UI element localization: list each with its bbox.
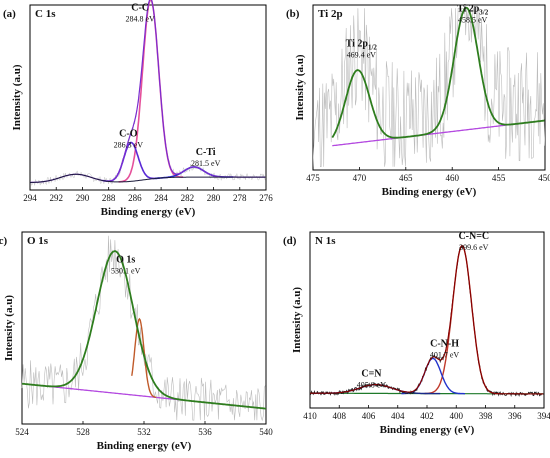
raw-data-line xyxy=(29,0,266,186)
envelope-line xyxy=(310,245,544,395)
peak-value-cti: 281.5 eV xyxy=(191,159,221,168)
x-tick-label: 288 xyxy=(102,193,116,203)
background-line xyxy=(30,173,266,183)
x-tick-label: 406 xyxy=(362,411,376,421)
peak-value-ti: 469.4 eV xyxy=(347,50,377,59)
raw-data-line xyxy=(21,235,266,422)
plot-frame xyxy=(21,231,267,425)
panel-b: 475 470 465 460 455 450 Binding energy (eV) Int… xyxy=(286,4,550,198)
panel-label: (b) xyxy=(286,8,300,20)
peak-label-n: C-N-H xyxy=(430,338,459,349)
x-tick-label: 394 xyxy=(537,411,550,421)
x-tick-label: 532 xyxy=(137,427,151,437)
peak-value-n: 399.6 eV xyxy=(459,243,489,252)
panel-title: N 1s xyxy=(315,235,336,247)
plot-frame xyxy=(29,4,267,191)
fit-line xyxy=(21,250,266,410)
x-tick-label: 475 xyxy=(306,173,320,183)
fit-line xyxy=(331,6,545,139)
fit-component-1 xyxy=(401,357,465,395)
peak-value-co: 286.3 eV xyxy=(114,140,144,149)
y-axis-label: Intensity (a.u) xyxy=(294,54,306,120)
x-tick-label: 528 xyxy=(76,427,90,437)
y-axis-label: Intensity (a.u) xyxy=(291,287,303,353)
peak-label-n: C-N=C xyxy=(458,231,489,242)
peak-label-co: C-O xyxy=(119,128,138,139)
panel-title: Ti 2p xyxy=(318,8,343,20)
x-tick-label: 276 xyxy=(259,193,273,203)
panel-title: C 1s xyxy=(35,8,56,20)
x-tick-label: 280 xyxy=(207,193,221,203)
x-tick-label: 294 xyxy=(23,193,37,203)
raw-data-line xyxy=(313,7,545,167)
x-tick-label: 540 xyxy=(259,427,273,437)
x-tick-label: 286 xyxy=(128,193,142,203)
x-axis-label: Binding energy (eV) xyxy=(380,424,475,436)
fit-component xyxy=(131,317,157,398)
x-axis-label: Binding energy (eV) xyxy=(97,440,192,452)
peak-label-o: O 1s xyxy=(116,255,135,266)
panel-label: (d) xyxy=(283,235,297,247)
x-tick-label: 278 xyxy=(233,193,247,203)
panel-d: 410 408 406 404 402 400 398 396 394 Binding energ… xyxy=(283,231,550,436)
plot-frame xyxy=(309,231,545,409)
panel-label: (a) xyxy=(3,8,16,20)
fit-component-0 xyxy=(424,245,501,395)
fit-component-0 xyxy=(118,0,184,183)
x-tick-label: 408 xyxy=(333,411,347,421)
raw-data-line xyxy=(309,244,544,397)
panel-a: 294 292 290 288 286 284 282 280 278 276 Binding en… xyxy=(3,0,273,218)
x-tick-label: 455 xyxy=(492,173,506,183)
peak-value-o: 530.1 eV xyxy=(111,267,141,276)
peak-value-n: 401.7 eV xyxy=(430,350,460,359)
plot-area xyxy=(313,6,545,167)
peak-label-cti: C-Ti xyxy=(196,147,216,158)
peak-value-cc: 284.8 eV xyxy=(125,15,155,24)
x-tick-label: 460 xyxy=(445,173,459,183)
x-tick-label: 410 xyxy=(303,411,317,421)
x-tick-label: 470 xyxy=(353,173,367,183)
panel-label: (c) xyxy=(0,235,8,247)
peak-value-ti: 458.5 eV xyxy=(458,16,488,25)
x-tick-label: 524 xyxy=(15,427,29,437)
x-tick-label: 536 xyxy=(198,427,212,437)
peak-label-n: C=N xyxy=(361,368,382,379)
x-axis-label: Binding energy (eV) xyxy=(101,206,196,218)
panel-c: 524 528 532 536 540 Binding energy (eV) Intens… xyxy=(0,231,273,452)
envelope-line xyxy=(30,0,266,184)
y-axis-label: Intensity (a.u) xyxy=(11,64,23,130)
x-axis-label: Binding energy (eV) xyxy=(382,186,477,198)
x-tick-label: 290 xyxy=(76,193,90,203)
panel-title: O 1s xyxy=(27,235,49,247)
x-tick-label: 402 xyxy=(420,411,434,421)
x-tick-label: 282 xyxy=(181,193,195,203)
x-tick-label: 284 xyxy=(154,193,168,203)
x-tick-label: 465 xyxy=(399,173,413,183)
x-tick-label: 396 xyxy=(508,411,522,421)
plot-frame xyxy=(312,4,546,171)
x-tick-label: 398 xyxy=(479,411,493,421)
peak-value-n: 405.8 eV xyxy=(357,380,387,389)
x-tick-label: 292 xyxy=(49,193,63,203)
y-axis-label: Intensity (a.u) xyxy=(3,295,15,361)
x-tick-label: 400 xyxy=(450,411,464,421)
x-tick-label: 450 xyxy=(538,173,550,183)
x-tick-label: 404 xyxy=(391,411,405,421)
peak-label-cc: C-C xyxy=(131,3,149,14)
